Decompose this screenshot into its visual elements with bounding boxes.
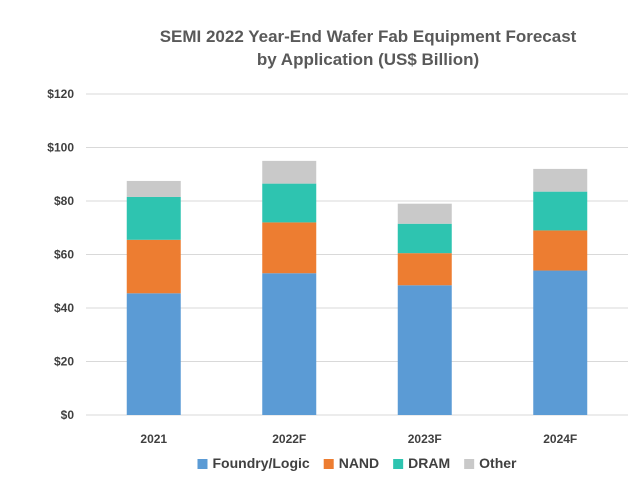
bars — [126, 160, 588, 415]
y-tick-label: $80 — [54, 194, 74, 208]
bar-nand-2023f — [397, 253, 452, 286]
bar-nand-2021 — [126, 239, 181, 294]
bar-foundry-logic-2024f — [533, 270, 588, 415]
bar-nand-2022f — [262, 222, 317, 274]
y-tick-label: $120 — [47, 87, 74, 101]
legend-label: Foundry/Logic — [212, 455, 309, 471]
bar-dram-2021 — [126, 196, 181, 240]
x-tick-label: 2023F — [408, 432, 442, 446]
bar-dram-2023f — [397, 223, 452, 254]
bar-foundry-logic-2023f — [397, 285, 452, 415]
legend-swatch — [464, 459, 475, 469]
y-tick-label: $40 — [54, 301, 74, 315]
bar-dram-2022f — [262, 183, 317, 223]
legend-swatch — [323, 459, 334, 469]
legend-label: NAND — [339, 455, 379, 471]
legend-label: DRAM — [408, 455, 450, 471]
x-axis-ticks: 2021 2022F 2023F 2024F — [140, 432, 577, 446]
bar-foundry-logic-2021 — [126, 293, 181, 415]
bar-nand-2024f — [533, 230, 588, 271]
bar-other-2023f — [397, 203, 452, 224]
bar-dram-2024f — [533, 191, 588, 231]
x-tick-label: 2024F — [543, 432, 577, 446]
bar-other-2021 — [126, 180, 181, 197]
chart-subtitle: by Application (US$ Billion) — [257, 50, 479, 69]
bar-other-2022f — [262, 160, 317, 184]
chart-title: SEMI 2022 Year-End Wafer Fab Equipment F… — [160, 27, 577, 46]
legend: Foundry/Logic NAND DRAM Other — [197, 455, 517, 471]
x-tick-label: 2021 — [140, 432, 167, 446]
bar-other-2024f — [533, 168, 588, 192]
y-axis-ticks: $0 $20 $40 $60 $80 $100 $120 — [47, 87, 74, 422]
legend-item: Foundry/Logic — [197, 455, 310, 471]
legend-swatch — [197, 459, 208, 469]
bar-foundry-logic-2022f — [262, 273, 317, 415]
legend-swatch — [393, 459, 404, 469]
y-tick-label: $100 — [47, 141, 74, 155]
y-tick-label: $0 — [61, 408, 75, 422]
legend-item: NAND — [323, 455, 379, 471]
legend-item: DRAM — [393, 455, 450, 471]
x-tick-label: 2022F — [272, 432, 306, 446]
y-tick-label: $60 — [54, 248, 74, 262]
y-tick-label: $20 — [54, 355, 74, 369]
legend-item: Other — [464, 455, 517, 471]
legend-label: Other — [479, 455, 517, 471]
